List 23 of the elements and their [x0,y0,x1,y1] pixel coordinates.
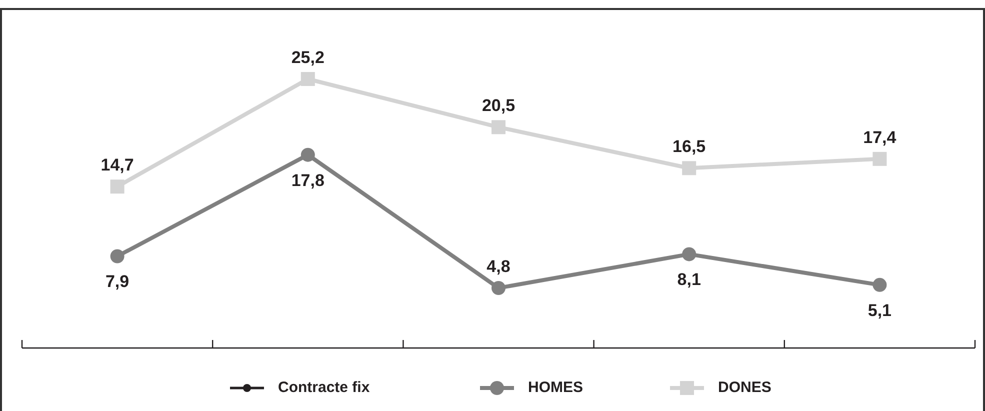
data-label: 8,1 [677,270,701,290]
point [872,152,887,166]
point [300,72,315,86]
data-label: 7,9 [105,272,130,292]
point [110,249,124,264]
data-label: 4,8 [486,257,510,276]
data-label: 17,8 [291,170,324,190]
point [300,148,315,162]
point [682,247,696,262]
data-label: 17,4 [863,128,897,147]
legend-label: DONES [718,378,772,396]
point [872,278,887,292]
data-label: 14,7 [100,156,134,175]
point [682,161,696,176]
legend-label: HOMES [528,378,584,396]
point [492,120,506,134]
point [492,281,506,295]
legend-label: Contracte fix [278,378,370,396]
data-label: 25,2 [291,48,324,67]
data-label: 5,1 [868,300,892,320]
point [110,180,124,194]
data-label: 20,5 [482,96,516,116]
data-label: 16,5 [672,137,706,156]
